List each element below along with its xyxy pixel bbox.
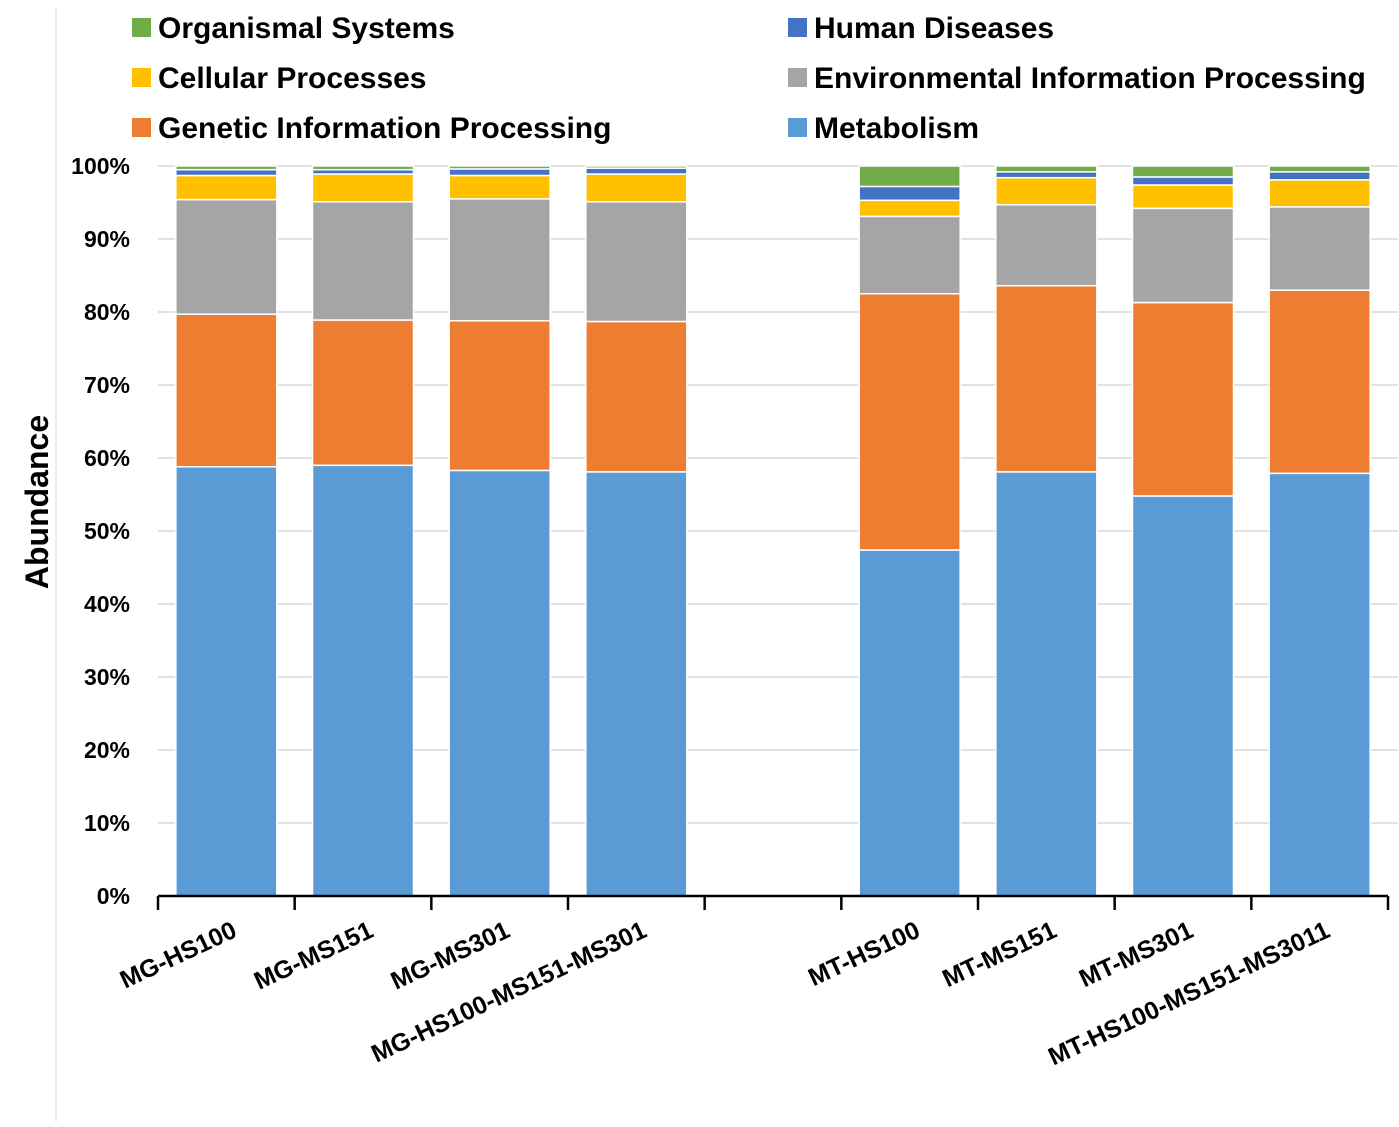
bars: [175, 165, 1371, 897]
legend-label: Metabolism: [814, 112, 979, 145]
bar-segment-environmental-information-processing: [311, 201, 415, 321]
legend-swatch: [132, 68, 151, 87]
y-axis-title: Abundance: [19, 415, 55, 589]
bar-segment-organismal-systems: [858, 165, 961, 188]
bar-segment-human-diseases: [585, 167, 688, 175]
bar-segment-organismal-systems: [175, 165, 278, 171]
bar-segment-cellular-processes: [1268, 179, 1371, 208]
y-tick-label: 60%: [84, 445, 130, 471]
legend: Organismal Systems Human Diseases Cellular…: [132, 12, 1366, 145]
bar-segment-organismal-systems: [585, 165, 688, 169]
bar-segment-environmental-information-processing: [995, 203, 1098, 287]
y-tick-label: 10%: [84, 810, 130, 836]
bar-stack-mt-hs100: [858, 165, 961, 897]
legend-swatch: [132, 18, 151, 37]
bar-stack-mt-ms301: [1131, 165, 1235, 897]
bar-segment-metabolism: [448, 469, 551, 897]
y-tick-label: 30%: [84, 664, 130, 690]
bar-segment-genetic-information-processing: [311, 319, 415, 467]
bar-segment-cellular-processes: [585, 173, 688, 203]
bar-segment-human-diseases: [858, 185, 961, 202]
x-tick-label: MT-MS151: [938, 916, 1061, 993]
bar-segment-genetic-information-processing: [175, 313, 278, 468]
bar-segment-environmental-information-processing: [448, 198, 551, 322]
y-tick-label: 0%: [97, 883, 130, 909]
legend-item-cellular-processes: Cellular Processes: [132, 62, 427, 95]
bar-segment-genetic-information-processing: [1268, 289, 1371, 475]
x-tick-label: MT-HS100: [804, 916, 924, 992]
bar-stack-mg-hs100: [175, 165, 278, 897]
bar-segment-environmental-information-processing: [175, 198, 278, 315]
bar-segment-cellular-processes: [175, 174, 278, 201]
bar-segment-human-diseases: [175, 168, 278, 177]
y-tick-label: 80%: [84, 299, 130, 325]
y-tick-label: 20%: [84, 737, 130, 763]
bar-segment-human-diseases: [995, 171, 1098, 179]
bar-segment-cellular-processes: [1131, 184, 1235, 210]
legend-label: Genetic Information Processing: [158, 112, 611, 145]
bar-segment-environmental-information-processing: [1268, 206, 1371, 291]
legend-swatch: [788, 18, 807, 37]
y-axis: 0% 10% 20% 30% 40% 50% 60% 70% 80% 90% 100%: [71, 153, 130, 909]
legend-swatch: [788, 68, 807, 87]
x-tick-label: MT-MS301: [1075, 916, 1198, 993]
bar-segment-metabolism: [858, 549, 961, 897]
bar-stack-mt-hs100-ms151-ms3011: [1268, 165, 1371, 897]
x-tick-label: MG-MS151: [250, 916, 378, 995]
legend-label: Organismal Systems: [158, 12, 455, 45]
y-tick-label: 40%: [84, 591, 130, 617]
bar-segment-organismal-systems: [448, 165, 551, 170]
bar-segment-metabolism: [1131, 495, 1235, 897]
bar-segment-cellular-processes: [311, 173, 415, 203]
y-tick-label: 90%: [84, 226, 130, 252]
bar-segment-metabolism: [995, 471, 1098, 897]
bar-segment-organismal-systems: [311, 165, 415, 171]
legend-item-human-diseases: Human Diseases: [788, 12, 1054, 45]
bar-stack-mg-ms301: [448, 165, 551, 897]
bar-segment-genetic-information-processing: [585, 320, 688, 473]
x-axis: MG-HS100 MG-MS151 MG-MS301MG-HS100-MS151-M…: [116, 894, 1390, 1071]
bar-segment-human-diseases: [448, 168, 551, 177]
legend-item-environmental-information-processing: Environmental Information Processing: [788, 62, 1366, 95]
bar-segment-genetic-information-processing: [858, 293, 961, 551]
bar-segment-organismal-systems: [995, 165, 1098, 173]
legend-item-metabolism: Metabolism: [788, 112, 979, 145]
y-tick-label: 50%: [84, 518, 130, 544]
legend-item-genetic-information-processing: Genetic Information Processing: [132, 112, 611, 145]
bar-segment-environmental-information-processing: [858, 215, 961, 295]
bar-segment-cellular-processes: [995, 176, 1098, 206]
bar-segment-organismal-systems: [1268, 165, 1371, 173]
bar-stack-mg-hs100-ms151-ms301: [585, 165, 688, 897]
legend-label: Human Diseases: [814, 12, 1054, 45]
bar-segment-environmental-information-processing: [1131, 207, 1235, 304]
x-tick-label: MG-HS100: [116, 916, 241, 994]
bar-segment-cellular-processes: [858, 199, 961, 218]
bar-segment-cellular-processes: [448, 174, 551, 200]
legend-label: Environmental Information Processing: [814, 62, 1366, 95]
bar-segment-genetic-information-processing: [995, 284, 1098, 473]
legend-swatch: [132, 118, 151, 137]
legend-label: Cellular Processes: [158, 62, 427, 95]
bar-segment-metabolism: [585, 471, 688, 897]
bar-segment-metabolism: [1268, 472, 1371, 897]
legend-item-organismal-systems: Organismal Systems: [132, 12, 455, 45]
y-tick-label: 70%: [84, 372, 130, 398]
bar-segment-environmental-information-processing: [585, 201, 688, 323]
bar-segment-organismal-systems: [1131, 165, 1235, 178]
bar-segment-metabolism: [311, 464, 415, 897]
bar-segment-human-diseases: [1131, 176, 1235, 186]
bar-segment-human-diseases: [1268, 171, 1371, 181]
y-tick-label: 100%: [71, 153, 130, 179]
bar-stack-mt-ms151: [995, 165, 1098, 897]
legend-swatch: [788, 118, 807, 137]
bar-segment-genetic-information-processing: [1131, 301, 1235, 497]
bar-segment-metabolism: [175, 466, 278, 897]
bar-stack-mg-ms151: [311, 165, 415, 897]
bar-segment-genetic-information-processing: [448, 320, 551, 472]
